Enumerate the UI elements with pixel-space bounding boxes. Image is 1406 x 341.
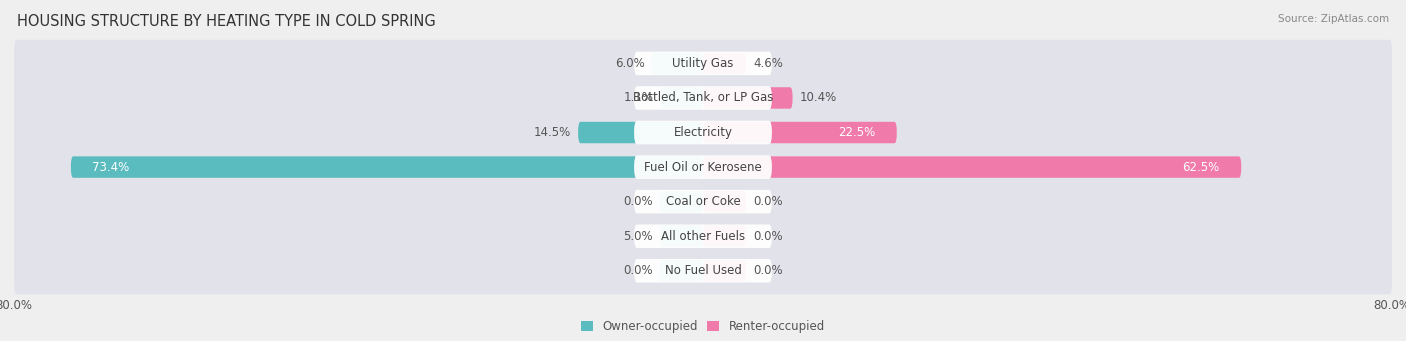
FancyBboxPatch shape	[14, 74, 1392, 121]
Text: Utility Gas: Utility Gas	[672, 57, 734, 70]
Text: Source: ZipAtlas.com: Source: ZipAtlas.com	[1278, 14, 1389, 24]
Text: 1.1%: 1.1%	[623, 91, 652, 104]
Text: Bottled, Tank, or LP Gas: Bottled, Tank, or LP Gas	[633, 91, 773, 104]
FancyBboxPatch shape	[634, 51, 772, 75]
FancyBboxPatch shape	[14, 178, 1392, 225]
Text: 4.6%: 4.6%	[754, 57, 783, 70]
FancyBboxPatch shape	[659, 260, 703, 282]
FancyBboxPatch shape	[70, 157, 703, 178]
Text: 5.0%: 5.0%	[623, 230, 652, 243]
FancyBboxPatch shape	[703, 87, 793, 109]
FancyBboxPatch shape	[703, 191, 747, 212]
FancyBboxPatch shape	[634, 121, 772, 144]
FancyBboxPatch shape	[634, 190, 772, 213]
FancyBboxPatch shape	[651, 53, 703, 74]
Text: 73.4%: 73.4%	[93, 161, 129, 174]
Text: HOUSING STRUCTURE BY HEATING TYPE IN COLD SPRING: HOUSING STRUCTURE BY HEATING TYPE IN COL…	[17, 14, 436, 29]
FancyBboxPatch shape	[634, 86, 772, 110]
Text: 10.4%: 10.4%	[800, 91, 837, 104]
FancyBboxPatch shape	[578, 122, 703, 143]
Text: 22.5%: 22.5%	[838, 126, 875, 139]
FancyBboxPatch shape	[634, 224, 772, 248]
FancyBboxPatch shape	[14, 144, 1392, 191]
Text: 62.5%: 62.5%	[1182, 161, 1219, 174]
FancyBboxPatch shape	[703, 157, 1241, 178]
FancyBboxPatch shape	[634, 259, 772, 283]
FancyBboxPatch shape	[659, 225, 703, 247]
Legend: Owner-occupied, Renter-occupied: Owner-occupied, Renter-occupied	[581, 320, 825, 333]
FancyBboxPatch shape	[659, 191, 703, 212]
Text: All other Fuels: All other Fuels	[661, 230, 745, 243]
Text: 6.0%: 6.0%	[614, 57, 644, 70]
FancyBboxPatch shape	[14, 213, 1392, 260]
Text: 14.5%: 14.5%	[534, 126, 571, 139]
Text: 0.0%: 0.0%	[754, 230, 783, 243]
FancyBboxPatch shape	[703, 260, 747, 282]
Text: 0.0%: 0.0%	[754, 195, 783, 208]
Text: 0.0%: 0.0%	[754, 264, 783, 277]
Text: Fuel Oil or Kerosene: Fuel Oil or Kerosene	[644, 161, 762, 174]
FancyBboxPatch shape	[703, 225, 747, 247]
FancyBboxPatch shape	[703, 53, 747, 74]
Text: No Fuel Used: No Fuel Used	[665, 264, 741, 277]
FancyBboxPatch shape	[14, 247, 1392, 294]
FancyBboxPatch shape	[14, 109, 1392, 156]
FancyBboxPatch shape	[14, 40, 1392, 87]
Text: Electricity: Electricity	[673, 126, 733, 139]
Text: Coal or Coke: Coal or Coke	[665, 195, 741, 208]
Text: 0.0%: 0.0%	[623, 195, 652, 208]
FancyBboxPatch shape	[634, 155, 772, 179]
Text: 0.0%: 0.0%	[623, 264, 652, 277]
FancyBboxPatch shape	[659, 87, 703, 109]
FancyBboxPatch shape	[703, 122, 897, 143]
